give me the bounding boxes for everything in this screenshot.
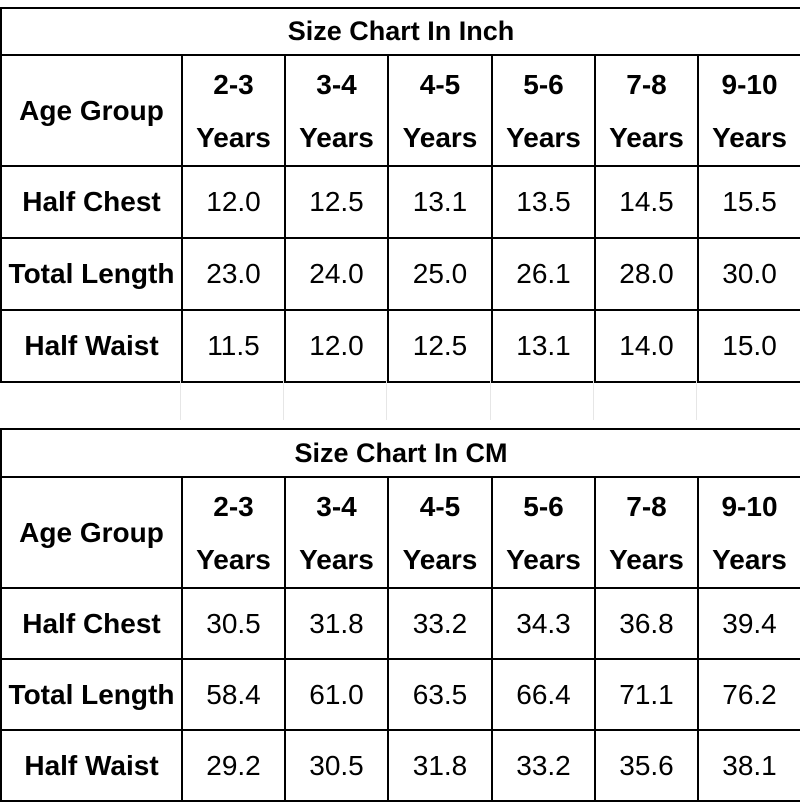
value-cell: 66.4: [491, 658, 596, 731]
value-cell: 30.0: [696, 237, 800, 311]
table-row: Half Waist 11.5 12.0 12.5 13.1 14.0 15.0: [0, 309, 800, 383]
value-cell: 33.2: [491, 729, 596, 802]
table-row: Total Length 23.0 24.0 25.0 26.1 28.0 30…: [0, 237, 800, 311]
value-cell: 29.2: [181, 729, 286, 802]
value-cell: 12.5: [387, 309, 493, 383]
age-column-header: 4-5 Years: [387, 54, 493, 167]
value-cell: 26.1: [491, 237, 596, 311]
value-cell: 39.4: [697, 587, 800, 660]
value-cell: 36.8: [594, 587, 699, 660]
value-cell: 34.3: [491, 587, 596, 660]
row-label: Half Chest: [0, 587, 183, 660]
value-cell: 23.0: [181, 237, 286, 311]
value-cell: 63.5: [387, 658, 493, 731]
age-column-header: 7-8 Years: [594, 476, 699, 589]
value-cell: 71.1: [594, 658, 699, 731]
value-cell: 31.8: [387, 729, 493, 802]
age-group-label: Age Group: [0, 476, 183, 589]
size-chart-cm-table: Size Chart In CM Age Group 2-3 Years 3-4 Y…: [0, 428, 800, 802]
value-cell: 58.4: [181, 658, 286, 731]
table-title-row: Size Chart In CM: [0, 428, 800, 478]
age-column-header: 9-10 Years: [697, 476, 800, 589]
size-chart-inch-table: Size Chart In Inch Age Group 2-3 Years 3-…: [0, 7, 800, 383]
value-cell: 33.2: [387, 587, 493, 660]
row-label: Total Length: [0, 237, 183, 311]
value-cell: 31.8: [284, 587, 389, 660]
age-column-header: 9-10 Years: [696, 54, 800, 167]
age-column-header: 2-3 Years: [181, 54, 286, 167]
value-cell: 76.2: [697, 658, 800, 731]
table-row: Half Waist 29.2 30.5 31.8 33.2 35.6 38.1: [0, 729, 800, 802]
age-column-header: 3-4 Years: [284, 476, 389, 589]
value-cell: 15.0: [696, 309, 800, 383]
table-row: Total Length 58.4 61.0 63.5 66.4 71.1 76…: [0, 658, 800, 731]
table-title: Size Chart In CM: [0, 428, 800, 478]
table-spacer: [0, 380, 800, 420]
value-cell: 15.5: [696, 165, 800, 239]
row-label: Half Chest: [0, 165, 183, 239]
age-group-label: Age Group: [0, 54, 183, 167]
age-column-header: 5-6 Years: [491, 476, 596, 589]
row-label: Half Waist: [0, 729, 183, 802]
age-column-header: 3-4 Years: [284, 54, 389, 167]
value-cell: 30.5: [181, 587, 286, 660]
table-title: Size Chart In Inch: [0, 7, 800, 56]
row-label: Total Length: [0, 658, 183, 731]
value-cell: 28.0: [594, 237, 699, 311]
value-cell: 24.0: [284, 237, 389, 311]
value-cell: 14.5: [594, 165, 699, 239]
table-title-row: Size Chart In Inch: [0, 7, 800, 56]
table-row: Half Chest 12.0 12.5 13.1 13.5 14.5 15.5: [0, 165, 800, 239]
table-row: Half Chest 30.5 31.8 33.2 34.3 36.8 39.4: [0, 587, 800, 660]
value-cell: 13.5: [491, 165, 596, 239]
value-cell: 12.0: [284, 309, 389, 383]
age-column-header: 2-3 Years: [181, 476, 286, 589]
value-cell: 30.5: [284, 729, 389, 802]
age-column-header: 7-8 Years: [594, 54, 699, 167]
value-cell: 13.1: [387, 165, 493, 239]
value-cell: 35.6: [594, 729, 699, 802]
value-cell: 12.0: [181, 165, 286, 239]
value-cell: 11.5: [181, 309, 286, 383]
row-label: Half Waist: [0, 309, 183, 383]
value-cell: 38.1: [697, 729, 800, 802]
value-cell: 61.0: [284, 658, 389, 731]
value-cell: 13.1: [491, 309, 596, 383]
value-cell: 25.0: [387, 237, 493, 311]
table-header-row: Age Group 2-3 Years 3-4 Years 4-5 Years 5-6…: [0, 54, 800, 167]
age-column-header: 5-6 Years: [491, 54, 596, 167]
value-cell: 14.0: [594, 309, 699, 383]
age-column-header: 4-5 Years: [387, 476, 493, 589]
value-cell: 12.5: [284, 165, 389, 239]
table-header-row: Age Group 2-3 Years 3-4 Years 4-5 Years 5-6…: [0, 476, 800, 589]
